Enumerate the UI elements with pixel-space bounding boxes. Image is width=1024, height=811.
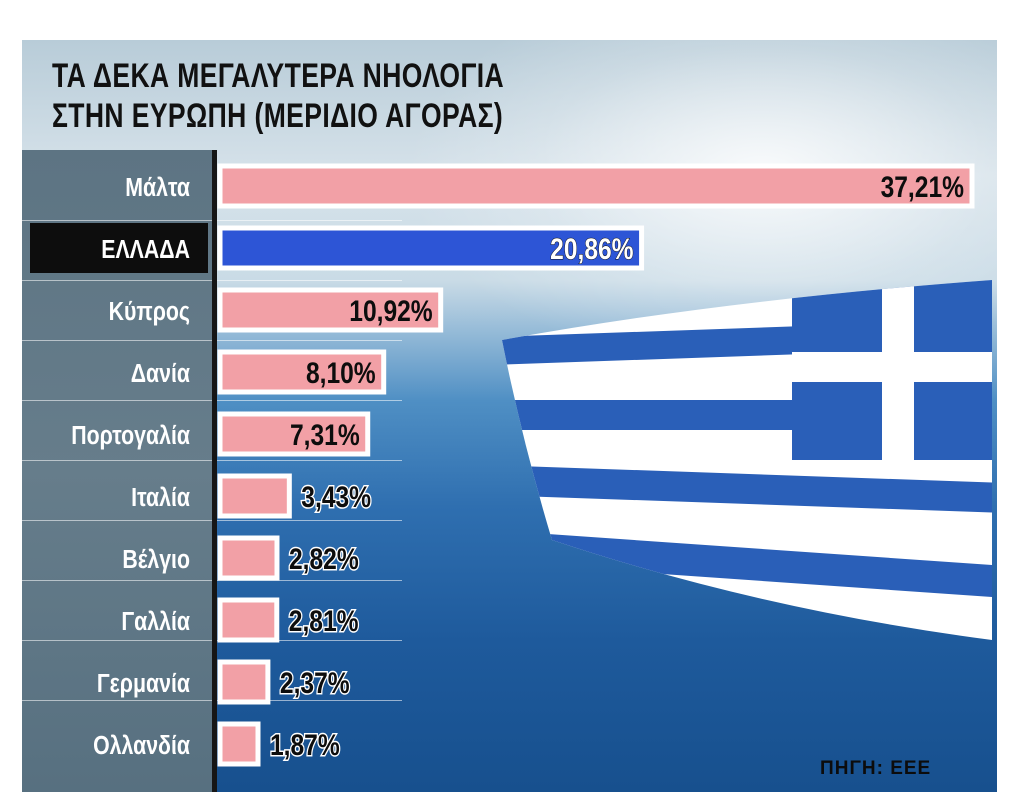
bar [217,721,261,767]
value-label: 7,31% [290,418,360,452]
chart-title: ΤΑ ΔΕΚΑ ΜΕΓΑΛΥΤΕΡΑ ΝΗΟΛΟΓΙΑ ΣΤΗΝ ΕΥΡΩΠΗ … [52,56,504,136]
bar [217,163,975,209]
value-label: 20,86% [550,232,633,266]
bar [217,473,292,519]
category-label: Ιταλία [131,483,190,513]
category-label: ΕΛΛΑΔΑ [101,235,190,265]
greek-flag-picture [502,280,992,640]
source-label: ΠΗΓΗ: ΕΕΕ [820,758,932,779]
bar-chart: Μάλτα 37,21% ΕΛΛΑΔΑ 20,86% Κύπρος 10,92% Δανία… [30,163,975,767]
category-label: Πορτογαλία [71,421,190,451]
bar [217,659,271,705]
category-label: Γερμανία [97,669,190,699]
bar [217,287,444,333]
chart-title-line-2: ΣΤΗΝ ΕΥΡΩΠΗ (ΜΕΡΙΔΙΟ ΑΓΟΡΑΣ) [52,97,504,135]
chart-title-line-1: ΤΑ ΔΕΚΑ ΜΕΓΑΛΥΤΕΡΑ ΝΗΟΛΟΓΙΑ [52,57,505,95]
value-label: 2,81% [289,604,359,638]
category-label: Βέλγιο [122,545,190,575]
value-label: 1,87% [270,728,340,762]
highlight-label-box [30,223,208,273]
category-label: Δανία [131,359,191,389]
bar [217,349,387,395]
value-label: 10,92% [349,294,432,328]
bar [217,411,371,457]
value-label: 3,43% [301,480,371,514]
category-label: Γαλλία [121,607,190,637]
bar [217,597,280,643]
bar [217,225,645,271]
value-label: 2,37% [280,666,350,700]
chart-frame: ΤΑ ΔΕΚΑ ΜΕΓΑΛΥΤΕΡΑ ΝΗΟΛΟΓΙΑ ΣΤΗΝ ΕΥΡΩΠΗ … [22,40,997,792]
category-label: Κύπρος [109,297,190,327]
value-label: 8,10% [306,356,376,390]
bar [217,535,280,581]
value-label: 37,21% [881,170,964,204]
category-label: Ολλανδία [93,731,190,761]
axis-line [212,150,217,792]
category-label: Μάλτα [125,173,190,203]
value-label: 2,82% [289,542,359,576]
